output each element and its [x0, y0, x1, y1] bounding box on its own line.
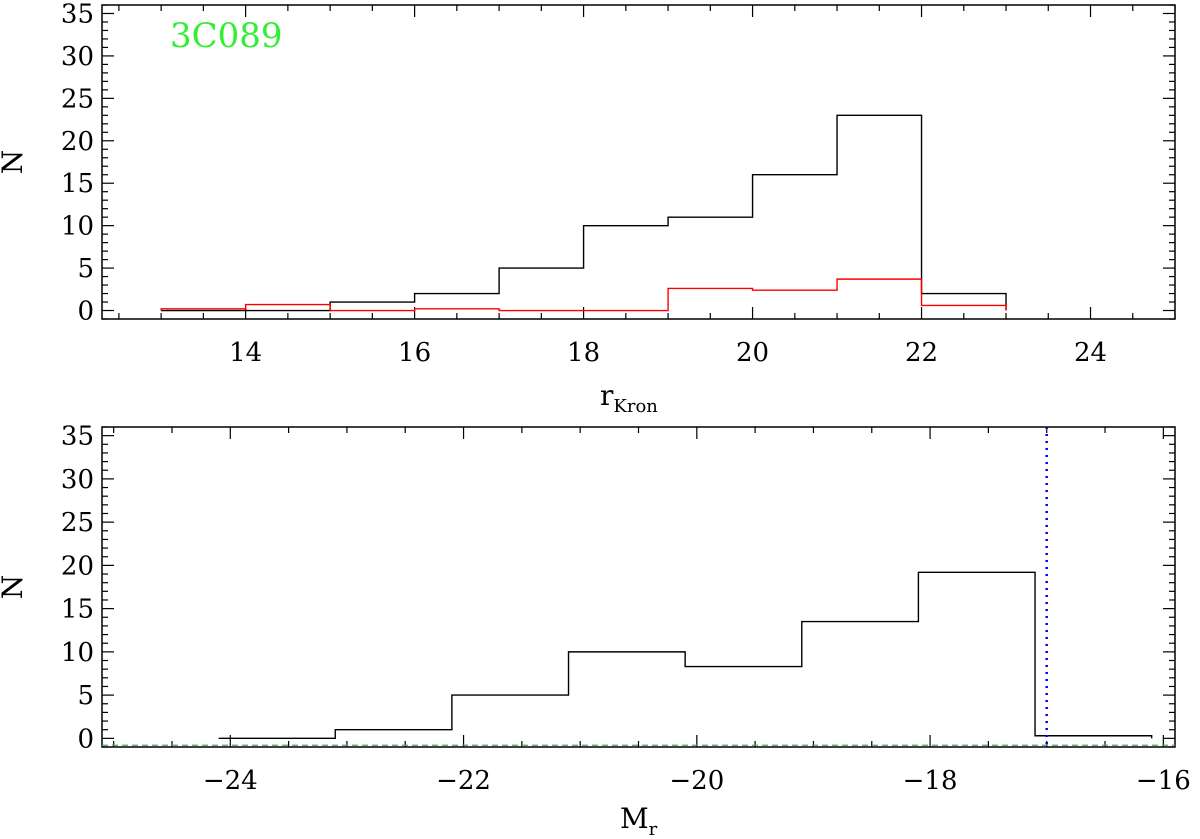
y-tick-label: 20: [61, 127, 94, 157]
x-tick-label: 18: [567, 338, 600, 368]
y-tick-label: 5: [77, 254, 94, 284]
bottom-ticks: [102, 426, 1175, 748]
y-tick-label: 5: [77, 681, 94, 711]
y-tick-label: 35: [61, 422, 94, 452]
x-tick-label: −20: [669, 766, 724, 796]
top-x-axis-title-main: r: [600, 379, 614, 412]
bottom-panel: −24 −22 −20 −18 −16 0 5 10 15 20 25 30 35 Mr N: [0, 422, 1191, 839]
top-plot-frame: [101, 4, 1176, 320]
y-tick-label: 30: [61, 465, 94, 495]
y-tick-label: 0: [77, 297, 94, 327]
top-panel: 14 16 18 20 22 24 0 5 10 15 20 25 30 35 3C089 rKron N: [0, 0, 1176, 417]
y-tick-label: 30: [61, 42, 94, 72]
top-annotation: 3C089: [170, 16, 283, 56]
y-tick-label: 10: [61, 638, 94, 668]
bottom-x-axis-title: Mr: [620, 802, 658, 839]
x-tick-label: 24: [1074, 338, 1107, 368]
top-series: [160, 114, 1007, 312]
x-tick-label: −22: [436, 766, 491, 796]
histogram-series: [218, 571, 1153, 740]
y-tick-label: 25: [61, 508, 94, 538]
x-tick-label: 14: [229, 338, 262, 368]
top-x-axis-title: rKron: [600, 379, 658, 417]
histogram-series: [161, 114, 1007, 312]
bottom-x-axis-title-sub: r: [649, 819, 658, 839]
bottom-x-axis-title-main: M: [620, 802, 649, 835]
bottom-tick-labels: −24 −22 −20 −18 −16 0 5 10 15 20 25 30 35: [61, 422, 1191, 796]
bottom-plot-frame: [101, 426, 1176, 748]
bottom-y-axis-title: N: [0, 575, 29, 600]
histogram-series: [160, 278, 1007, 312]
bottom-series: [102, 427, 1175, 747]
y-tick-label: 35: [61, 0, 94, 29]
top-ticks: [102, 4, 1176, 320]
y-tick-label: 0: [77, 724, 94, 754]
top-y-axis-title: N: [0, 150, 29, 175]
x-tick-label: 20: [736, 338, 769, 368]
x-tick-label: −18: [903, 766, 958, 796]
y-tick-label: 15: [61, 595, 94, 625]
x-tick-label: 16: [398, 338, 431, 368]
y-tick-label: 25: [61, 84, 94, 114]
top-x-axis-title-sub: Kron: [613, 396, 658, 417]
x-tick-label: 22: [905, 338, 938, 368]
x-tick-label: −24: [203, 766, 258, 796]
x-tick-label: −16: [1136, 766, 1191, 796]
y-tick-label: 20: [61, 551, 94, 581]
top-tick-labels: 14 16 18 20 22 24 0 5 10 15 20 25 30 35: [61, 0, 1107, 368]
y-tick-label: 15: [61, 169, 94, 199]
y-tick-label: 10: [61, 212, 94, 242]
